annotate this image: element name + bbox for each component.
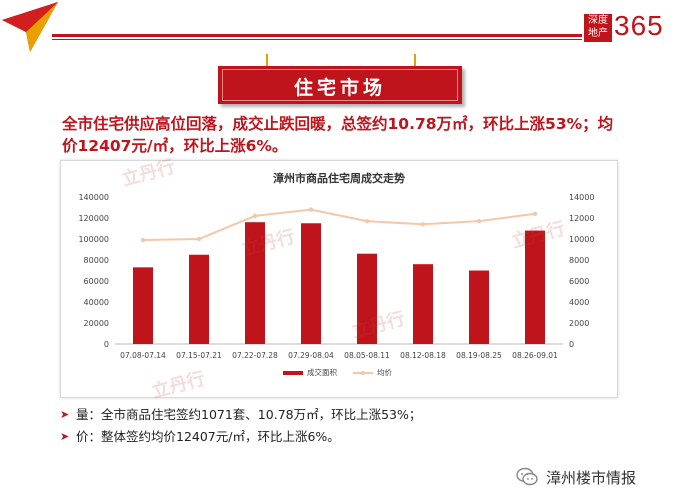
x-tick-label: 08.19-08.25 [456, 351, 502, 360]
header-rule [52, 34, 582, 37]
bar [525, 230, 545, 344]
bar [189, 254, 209, 344]
bar [133, 267, 153, 344]
price-point [476, 218, 482, 224]
y-right-tick-label: 14000 [569, 193, 594, 202]
legend-line-label: 均价 [377, 367, 392, 377]
list-item: ➤ 量：全市商品住宅签约1071套、10.78万㎡，环比上涨53%； [60, 404, 421, 426]
y-left-tick-label: 20000 [84, 319, 109, 328]
chart: 0200004000060000800001000001200001400000… [78, 193, 594, 377]
price-point [308, 207, 314, 212]
chart-title: 漳州市商品住宅周成交走势 [273, 172, 405, 185]
wechat-icon [516, 467, 538, 486]
chart-panel: 漳州市商品住宅周成交走势 0 20000 40000 60000 80000 100000… [60, 156, 618, 403]
x-tick-label: 07.29-08.04 [288, 351, 334, 360]
x-tick-label: 08.05-08.11 [344, 351, 390, 360]
bar [469, 270, 489, 344]
bar [245, 222, 265, 344]
x-tick-label: 08.26-09.01 [512, 351, 558, 360]
y-left-tick-label: 120000 [78, 214, 109, 223]
price-point [140, 237, 146, 243]
y-right-tick-label: 10000 [569, 235, 594, 244]
price-point [364, 218, 370, 224]
legend-bar-swatch [283, 371, 303, 375]
y-left-tick-label: 100000 [78, 235, 109, 244]
bar [301, 223, 321, 344]
x-tick-label: 07.22-07.28 [232, 351, 278, 360]
bar [357, 253, 377, 344]
arrow-logo-icon [2, 2, 58, 52]
section-title: 住宅市场 [293, 77, 386, 99]
y-right-tick-label: 6000 [569, 277, 589, 286]
bullet-list: ➤ 量：全市商品住宅签约1071套、10.78万㎡，环比上涨53%； ➤ 价：整体签… [60, 404, 421, 448]
x-tick-label: 08.12-08.18 [400, 351, 446, 360]
price-point [196, 236, 202, 242]
account-name: 漳州楼市情报 [546, 468, 637, 487]
headline: 全市住宅供应高位回落，成交止跌回暖，总签约10.78万㎡，环比上涨53%；均价1… [62, 115, 614, 155]
brand-logo: 深度地产 365 [584, 10, 672, 44]
legend-bar-label: 成交面积 [307, 367, 337, 377]
x-tick-label: 07.08-07.14 [120, 351, 166, 360]
y-right-tick-label: 2000 [569, 319, 589, 328]
y-left-tick-label: 140000 [78, 193, 109, 202]
section-banner: 住宅市场 [218, 66, 462, 104]
y-left-tick-label: 60000 [84, 277, 109, 286]
price-point [532, 211, 538, 216]
brand-number: 365 [614, 10, 664, 41]
y-right-tick-label: 0 [569, 340, 574, 349]
arrow-bullet-icon: ➤ [60, 430, 70, 443]
legend-line-marker [361, 371, 365, 375]
list-item: ➤ 价：整体签约均价12407元/㎡，环比上涨6%。 [60, 426, 421, 448]
y-left-tick-label: 0 [104, 340, 109, 349]
y-right-tick-label: 12000 [569, 214, 594, 223]
price-line [142, 208, 536, 242]
y-left-tick-label: 80000 [84, 256, 109, 265]
y-left-tick-label: 40000 [84, 298, 109, 307]
y-right-tick-label: 8000 [569, 256, 589, 265]
x-tick-label: 07.15-07.21 [176, 351, 222, 360]
wechat-account: 漳州楼市情报 [516, 466, 636, 488]
bar [413, 264, 433, 344]
brand-box: 深度地产 [584, 14, 612, 42]
y-right-tick-label: 4000 [569, 298, 589, 307]
price-point [420, 222, 426, 227]
header-rule-thin [52, 39, 582, 40]
arrow-bullet-icon: ➤ [60, 408, 70, 421]
price-point [252, 213, 258, 219]
